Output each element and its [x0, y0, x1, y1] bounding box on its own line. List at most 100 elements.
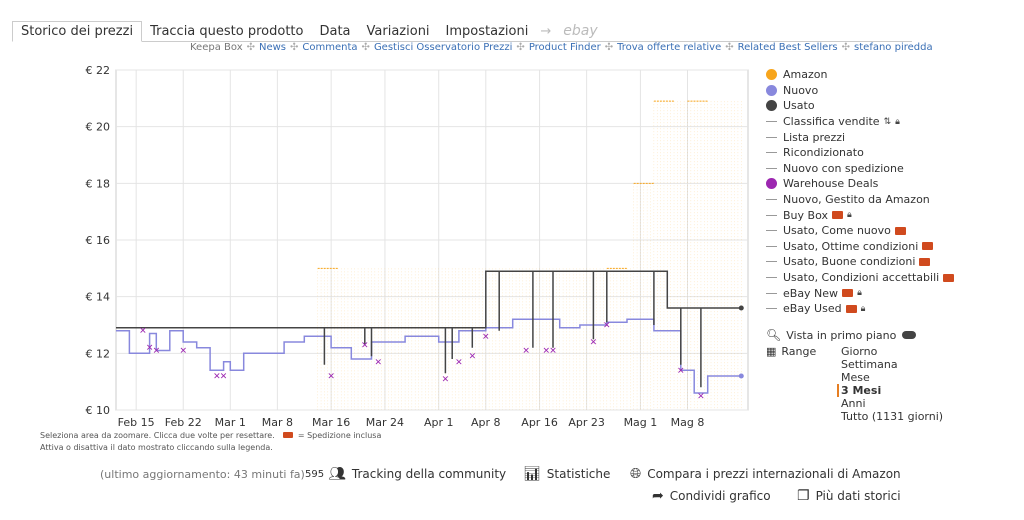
link-commenta[interactable]: Commenta	[302, 42, 358, 53]
truck-icon	[894, 226, 906, 235]
legend-item-buy-box[interactable]: Buy Box 🔒︎	[766, 207, 1016, 223]
x-tick-label: Mag 8	[671, 416, 705, 429]
legend-label: Usato, Condizioni accettabili	[783, 271, 940, 285]
truck-icon	[283, 432, 294, 438]
price-chart[interactable]: € 10 € 12 € 14 € 16 € 18 € 20 € 22 Feb 15 Feb 22…	[0, 0, 760, 430]
x-tick-label: Feb 15	[118, 416, 155, 429]
legend-label: Lista prezzi	[783, 130, 846, 144]
legend-item-usato-ottime-condizioni[interactable]: Usato, Ottime condizioni	[766, 239, 1016, 255]
legend-item-nuovo[interactable]: Nuovo	[766, 83, 1016, 99]
compare-label: Compara i prezzi internazionali di Amazo…	[647, 467, 901, 481]
link-keepa-box[interactable]: Keepa Box	[190, 42, 243, 53]
warehouse-deal-point: ✕	[677, 366, 685, 376]
legend-line-icon	[766, 308, 777, 310]
link-related-best-sellers[interactable]: Related Best Sellers	[737, 42, 838, 53]
more-history-label: Più dati storici	[815, 489, 901, 503]
link-stefano-piredda[interactable]: stefano piredda	[854, 42, 933, 53]
legend-item-usato[interactable]: Usato	[766, 98, 1016, 114]
arrow-right-icon: →	[540, 24, 552, 39]
range-option-giorno[interactable]: Giorno	[841, 345, 878, 358]
link-gestisci-osservatorio-prezzi[interactable]: Gestisci Osservatorio Prezzi	[373, 42, 513, 53]
range-option-3-mesi[interactable]: 3 Mesi	[837, 384, 943, 397]
community-tracking-button[interactable]: 👥︎ Tracking della community	[328, 466, 506, 482]
warehouse-deal-point: ✕	[220, 372, 228, 382]
y-tick-label: € 18	[86, 177, 111, 190]
compare-prices-button[interactable]: 🌐︎ Compara i prezzi internazionali di Am…	[630, 466, 901, 482]
copy-icon: ❐	[797, 488, 810, 504]
range-option-settimana[interactable]: Settimana	[841, 358, 898, 371]
x-tick-label: Mar 24	[366, 416, 404, 429]
warehouse-deal-point: ✕	[469, 352, 477, 362]
legend-item-classifica-vendite[interactable]: Classifica vendite ⇅ 🔒︎	[766, 114, 1016, 130]
legend-label: Buy Box	[783, 208, 828, 222]
x-tick-label: Apr 8	[471, 416, 501, 429]
range-option-mese[interactable]: Mese	[841, 371, 870, 384]
link-separator-icon: ✣	[361, 42, 370, 53]
warehouse-deal-point: ✕	[374, 358, 382, 368]
share-icon: ➦	[652, 488, 664, 504]
warehouse-deal-point: ✕	[522, 347, 530, 357]
legend-item-nuovo-gestito-da-amazon[interactable]: Nuovo, Gestito da Amazon	[766, 192, 1016, 208]
legend-line-icon	[766, 199, 777, 201]
community-label: Tracking della community	[351, 467, 507, 481]
legend-item-usato-condizioni-accettabili[interactable]: Usato, Condizioni accettabili	[766, 270, 1016, 286]
range-option-anni[interactable]: Anni	[841, 397, 866, 410]
link-news[interactable]: News	[259, 42, 287, 53]
link-product-finder[interactable]: Product Finder	[528, 42, 601, 53]
x-tick-label: Mar 8	[262, 416, 293, 429]
range-option-tutto-1131-giorni-[interactable]: Tutto (1131 giorni)	[841, 410, 944, 423]
truck-icon	[845, 304, 857, 313]
tab-track-product[interactable]: Traccia questo prodotto	[150, 24, 304, 39]
warehouse-deal-point: ✕	[482, 332, 490, 342]
x-tick-label: Mar 1	[215, 416, 246, 429]
x-tick-label: Mar 16	[312, 416, 350, 429]
tab-ebay[interactable]: ebay	[563, 23, 598, 39]
legend-item-usato-come-nuovo[interactable]: Usato, Come nuovo	[766, 223, 1016, 239]
legend-item-ebay-new[interactable]: eBay New 🔒︎	[766, 285, 1016, 301]
tab-bar: Storico dei prezzi Traccia questo prodot…	[12, 20, 912, 42]
shipping-note: = Spedizione inclusa	[297, 431, 382, 440]
legend-line-icon	[766, 214, 777, 216]
statistics-button[interactable]: 📊︎ Statistiche	[523, 466, 610, 482]
last-updated: (ultimo aggiornamento: 43 minuti fa)	[100, 468, 305, 481]
more-history-button[interactable]: ❐ Più dati storici	[797, 488, 901, 504]
y-tick-label: € 10	[86, 404, 111, 417]
truck-icon	[943, 273, 955, 282]
tab-settings[interactable]: Impostazioni	[445, 24, 529, 39]
y-tick-label: € 14	[86, 291, 111, 304]
link-separator-icon: ✣	[725, 42, 734, 53]
bar-chart-icon: 📊︎	[523, 466, 541, 482]
warehouse-deal-point: ✕	[361, 341, 369, 351]
tab-data[interactable]: Data	[319, 24, 351, 39]
statistics-label: Statistiche	[546, 467, 611, 481]
tab-price-history[interactable]: Storico dei prezzi	[12, 21, 143, 42]
legend-label: Nuovo, Gestito da Amazon	[783, 193, 930, 207]
lock-icon: 🔒︎	[857, 288, 862, 299]
share-chart-button[interactable]: ➦ Condividi grafico	[652, 488, 771, 504]
warehouse-deal-point: ✕	[139, 327, 147, 337]
legend-dot-icon	[766, 178, 777, 190]
link-trova-offerte-relative[interactable]: Trova offerte relative	[617, 42, 722, 53]
legend-item-nuovo-con-spedizione[interactable]: Nuovo con spedizione	[766, 161, 1016, 177]
share-label: Condividi grafico	[669, 489, 771, 503]
legend-line-icon	[766, 121, 777, 123]
legend-dot-icon	[766, 84, 777, 96]
legend-label: eBay Used	[783, 302, 842, 316]
tab-variations[interactable]: Variazioni	[366, 24, 430, 39]
legend-line-icon	[766, 245, 777, 247]
legend-item-ricondizionato[interactable]: Ricondizionato	[766, 145, 1016, 161]
legend-item-amazon[interactable]: Amazon	[766, 67, 1016, 83]
legend-item-usato-buone-condizioni[interactable]: Usato, Buone condizioni	[766, 254, 1016, 270]
warehouse-deal-point: ✕	[442, 375, 450, 385]
warehouse-deal-point: ✕	[543, 347, 551, 357]
legend-item-lista-prezzi[interactable]: Lista prezzi	[766, 129, 1016, 145]
range-list: Giorno Settimana Mese 3 Mesi Anni Tutto (1131…	[837, 345, 944, 423]
toggle-icon[interactable]	[902, 331, 917, 339]
legend-item-warehouse-deals[interactable]: Warehouse Deals	[766, 176, 1016, 192]
link-separator-icon: ✣	[516, 42, 525, 53]
legend-item-ebay-used[interactable]: eBay Used 🔒︎	[766, 301, 1016, 317]
legend-label: Ricondizionato	[783, 146, 864, 160]
foreground-toggle-row[interactable]: 🔍︎ Vista in primo piano	[766, 327, 1016, 343]
link-separator-icon: ✣	[604, 42, 614, 53]
zoom-note: Seleziona area da zoomare. Clicca due vo…	[40, 431, 275, 440]
